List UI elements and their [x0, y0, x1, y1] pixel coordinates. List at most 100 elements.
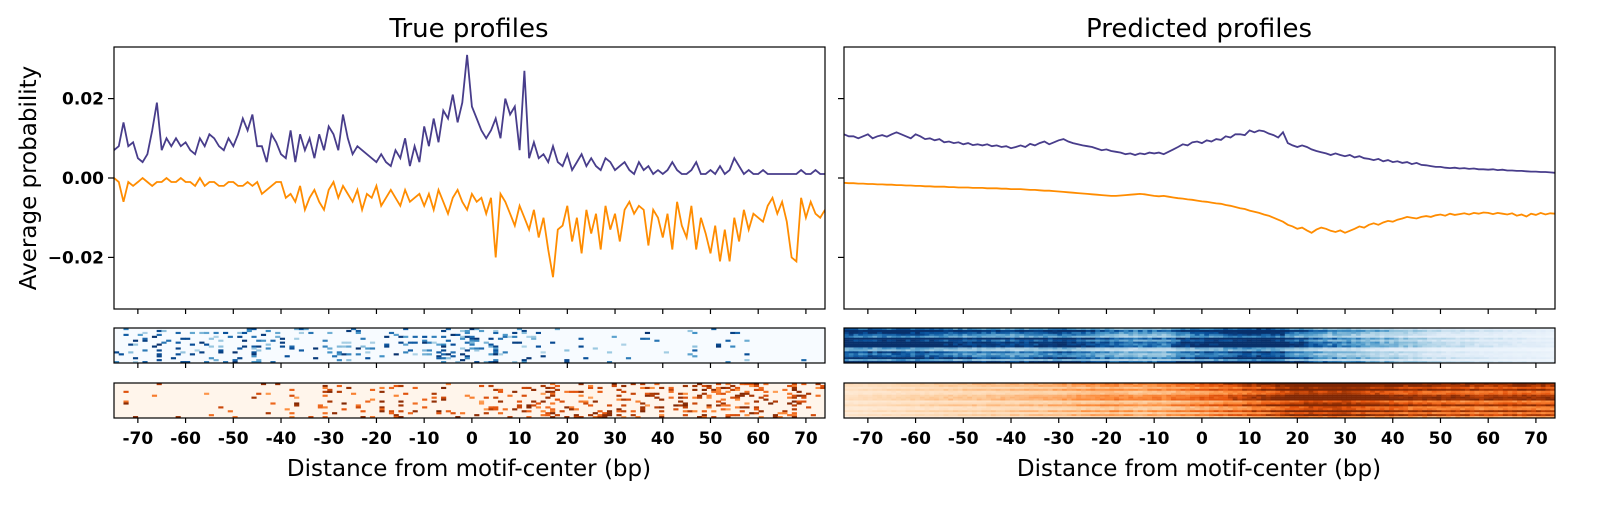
heatmap-cell [1436, 347, 1442, 350]
heatmap-cell [592, 347, 598, 350]
heatmap-cell [1033, 394, 1039, 397]
heatmap-cell [621, 416, 627, 419]
heatmap-cell [891, 335, 897, 338]
heatmap-cell [1445, 328, 1452, 331]
heatmap-cell [1365, 339, 1371, 342]
heatmap-cell [1218, 347, 1224, 350]
heatmap-cell [1223, 333, 1229, 336]
heatmap-cell [1185, 361, 1191, 364]
heatmap-cell [1545, 331, 1551, 335]
heatmap-cell [1403, 329, 1409, 333]
heatmap-cell [967, 347, 973, 350]
heatmap-cell [1014, 351, 1020, 354]
heatmap-cell [1133, 355, 1139, 358]
heatmap-cell [1545, 361, 1551, 364]
heatmap-cell [905, 384, 911, 388]
y-axis-right [838, 98, 844, 258]
heatmap-cell [1422, 386, 1428, 390]
heatmap-cell [1417, 333, 1423, 336]
heatmap-cell [1185, 351, 1191, 354]
heatmap-cell [1166, 351, 1172, 354]
heatmap-cell [1474, 390, 1480, 393]
heatmap-cell [1156, 335, 1162, 338]
heatmap-cell [1346, 343, 1352, 346]
heatmap-cell [251, 355, 257, 358]
heatmap-cell [1133, 351, 1139, 354]
heatmap-cell [1408, 335, 1414, 338]
heatmap-cell [422, 335, 428, 338]
heatmap-cell [1450, 398, 1456, 401]
heatmap-cell [976, 390, 982, 393]
heatmap-cell [1512, 384, 1518, 388]
heatmap-cell [1479, 400, 1485, 403]
heatmap-cell [1175, 355, 1181, 358]
heatmap-cell [1161, 328, 1167, 331]
heatmap-cell [1346, 400, 1352, 403]
heatmap-cell [426, 341, 432, 344]
heatmap-cell [725, 383, 731, 386]
heatmap-cell [1171, 390, 1177, 393]
heatmap-cell [881, 347, 888, 350]
heatmap-cell [1545, 337, 1551, 340]
heatmap-cell [929, 349, 935, 352]
heatmap-cell [1014, 392, 1020, 395]
heatmap-cell [1213, 351, 1219, 354]
heatmap-cell [1474, 383, 1480, 386]
heatmap-cell [1355, 394, 1362, 397]
heatmap-cell [1493, 357, 1499, 360]
heatmap-cell [1005, 383, 1011, 386]
heatmap-cell [1360, 400, 1366, 403]
heatmap-cell [1327, 400, 1333, 403]
heatmap-cell [1365, 329, 1371, 333]
heatmap-cell [1294, 359, 1300, 362]
heatmap-cell [1384, 331, 1390, 335]
heatmap-cell [1464, 388, 1471, 391]
heatmap-cell [1431, 400, 1437, 403]
heatmap-cell [1156, 357, 1162, 360]
heatmap-cell [1071, 329, 1077, 333]
heatmap-cell [1408, 357, 1414, 360]
heatmap-cell [924, 329, 930, 333]
heatmap-cell [962, 347, 968, 350]
heatmap-cell [1531, 400, 1537, 403]
heatmap-cell [1289, 337, 1295, 340]
heatmap-cell [1370, 351, 1376, 354]
heatmap-cell [820, 384, 826, 388]
heatmap-cell [175, 416, 181, 419]
heatmap-cell [1009, 339, 1016, 342]
heatmap-cell [1313, 345, 1319, 348]
heatmap-cell [1403, 328, 1409, 331]
heatmap-cell [919, 386, 925, 390]
heatmap-cell [550, 341, 556, 344]
heatmap-cell [1190, 335, 1196, 338]
heatmap-cell [1227, 361, 1234, 364]
heatmap-cell [1450, 361, 1456, 364]
heatmap-cell [1460, 347, 1466, 350]
heatmap-cell [1185, 398, 1191, 401]
heatmap-cell [1545, 400, 1551, 403]
heatmap-cell [1038, 355, 1044, 358]
heatmap-cell [1161, 361, 1167, 364]
heatmap-cell [915, 390, 921, 393]
heatmap-cell [1474, 345, 1480, 348]
heatmap-cell [1071, 394, 1077, 397]
heatmap-cell [1152, 396, 1158, 399]
heatmap-cell [948, 392, 954, 395]
heatmap-cell [1066, 335, 1072, 338]
heatmap-cell [1393, 357, 1399, 360]
heatmap-cell [1507, 388, 1513, 391]
heatmap-cell [1493, 400, 1499, 403]
heatmap-cell [1474, 392, 1480, 395]
heatmap-cell [1000, 359, 1006, 362]
heatmap-cell [1417, 384, 1423, 388]
heatmap-cell [1408, 345, 1414, 348]
heatmap-cell [1493, 383, 1499, 386]
heatmap-cell [1071, 337, 1077, 340]
heatmap-cell [1332, 353, 1338, 356]
heatmap-cell [1185, 345, 1191, 348]
heatmap-cell [1294, 388, 1300, 391]
heatmap-cell [848, 333, 854, 336]
heatmap-cell [943, 390, 949, 393]
heatmap-cell [1118, 384, 1125, 388]
heatmap-cell [1256, 396, 1262, 399]
